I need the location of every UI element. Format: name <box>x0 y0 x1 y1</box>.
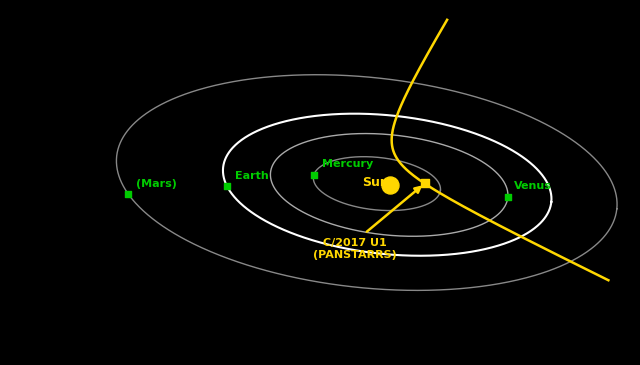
Point <box>502 195 513 200</box>
Point <box>385 182 395 188</box>
Text: C/2017 U1
(PANSTARRS): C/2017 U1 (PANSTARRS) <box>313 238 397 260</box>
Point <box>221 183 232 189</box>
Point <box>419 181 429 187</box>
Point <box>308 172 319 178</box>
Text: Sun: Sun <box>362 177 388 189</box>
Text: Venus: Venus <box>514 181 552 191</box>
Text: Mercury: Mercury <box>322 159 373 169</box>
Text: Earth: Earth <box>235 171 269 181</box>
Text: (Mars): (Mars) <box>136 178 177 189</box>
Point <box>123 191 133 196</box>
